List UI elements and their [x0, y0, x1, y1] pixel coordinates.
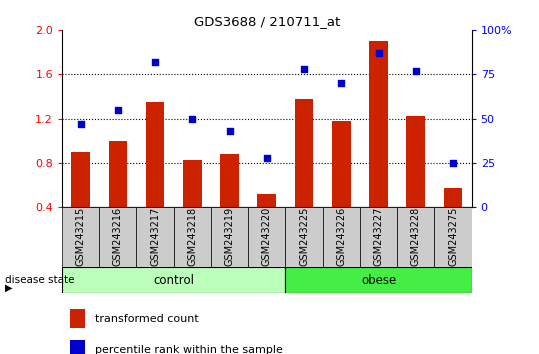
Bar [397, 207, 434, 267]
Bar [136, 207, 174, 267]
Bar [258, 194, 276, 251]
Bar [62, 267, 286, 293]
Bar [99, 207, 136, 267]
Point [114, 107, 122, 113]
Text: control: control [153, 274, 194, 286]
Bar [444, 188, 462, 251]
Text: GSM243275: GSM243275 [448, 206, 458, 266]
Text: ▶: ▶ [5, 283, 13, 293]
Bar [360, 207, 397, 267]
Bar [295, 99, 313, 251]
Text: GSM243219: GSM243219 [225, 206, 234, 266]
Bar [146, 102, 164, 251]
Point [300, 66, 308, 72]
Text: GSM243216: GSM243216 [113, 206, 123, 266]
Point [411, 68, 420, 74]
Bar [434, 207, 472, 267]
Point [151, 59, 160, 65]
Bar [323, 207, 360, 267]
Point [188, 116, 197, 121]
Text: GSM243226: GSM243226 [336, 206, 346, 266]
Bar [70, 309, 85, 328]
Text: disease state: disease state [5, 275, 75, 285]
Point [448, 160, 457, 166]
Bar [108, 141, 127, 251]
Text: obese: obese [361, 274, 396, 286]
Bar [369, 41, 388, 251]
Bar [406, 116, 425, 251]
Point [262, 155, 271, 160]
Point [337, 80, 345, 86]
Text: GSM243217: GSM243217 [150, 206, 160, 266]
Bar [286, 267, 472, 293]
Text: percentile rank within the sample: percentile rank within the sample [95, 344, 283, 354]
Text: GSM243225: GSM243225 [299, 206, 309, 266]
Text: GSM243215: GSM243215 [75, 206, 86, 266]
Bar [70, 340, 85, 354]
Title: GDS3688 / 210711_at: GDS3688 / 210711_at [194, 15, 340, 28]
Point [225, 128, 234, 134]
Bar [71, 152, 90, 251]
Text: GSM243228: GSM243228 [411, 206, 421, 266]
Text: GSM243227: GSM243227 [374, 206, 384, 266]
Bar [248, 207, 286, 267]
Bar [332, 121, 350, 251]
Bar [220, 154, 239, 251]
Bar [286, 207, 323, 267]
Text: GSM243218: GSM243218 [188, 206, 197, 266]
Point [374, 50, 383, 56]
Bar [62, 207, 99, 267]
Text: GSM243220: GSM243220 [262, 206, 272, 266]
Bar [174, 207, 211, 267]
Text: transformed count: transformed count [95, 314, 199, 324]
Bar [211, 207, 248, 267]
Bar [183, 160, 202, 251]
Point [77, 121, 85, 127]
